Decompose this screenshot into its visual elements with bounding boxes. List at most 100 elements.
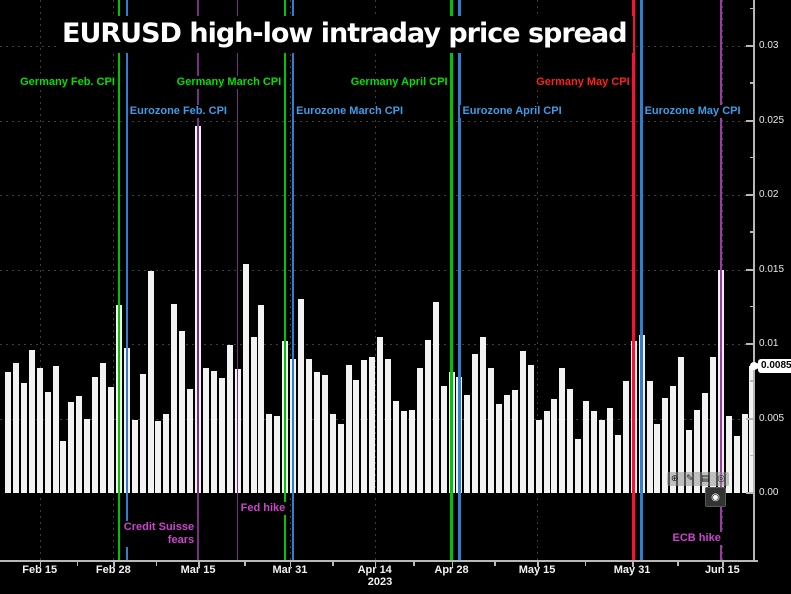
spread-bar (646, 381, 653, 493)
spread-bar (614, 434, 621, 493)
y-axis-minor-tick (750, 82, 754, 84)
x-axis-tick (289, 562, 292, 567)
y-axis-minor-tick (750, 7, 754, 10)
spread-bar (511, 390, 518, 493)
spread-bar (583, 400, 590, 493)
spread-bar (432, 302, 439, 493)
x-axis-line (0, 560, 758, 562)
event-label-germany-april-cpi: Germany April CPI (348, 76, 450, 89)
y-axis-tick (746, 417, 754, 420)
spread-bar (218, 378, 225, 493)
event-line-germany-april-cpi (450, 0, 453, 561)
spread-bar (408, 409, 415, 493)
spread-bar (345, 364, 352, 493)
x-axis-minor-tick (584, 562, 587, 566)
y-axis-tick (746, 45, 754, 47)
spread-bar (337, 424, 344, 493)
spread-bar (606, 408, 613, 493)
spread-bar (298, 299, 305, 493)
zoom-icon[interactable]: ◎ (717, 474, 726, 484)
x-axis-label: Jun 15 (704, 564, 740, 576)
gridline-h (0, 269, 753, 271)
spread-bar (559, 367, 566, 493)
spread-bar (250, 336, 257, 493)
x-axis-label: Mar 15 (180, 564, 216, 576)
spread-bar (519, 351, 526, 493)
y-axis-label: 0.025 (759, 114, 785, 126)
spread-bar (36, 367, 43, 493)
event-label-germany-march-cpi: Germany March CPI (174, 76, 284, 89)
spread-bar (163, 414, 170, 493)
spread-bar (591, 411, 598, 493)
spread-bar (92, 376, 99, 493)
spread-bar (139, 373, 146, 493)
spread-bar (496, 403, 503, 493)
x-axis-minor-tick (155, 562, 158, 566)
spread-bar (543, 411, 550, 493)
spread-bar (179, 330, 186, 493)
event-line-germany-may-cpi (632, 0, 636, 561)
spread-bar (741, 414, 748, 493)
spread-bar (678, 357, 685, 493)
spread-bar (266, 414, 273, 493)
spread-bar (313, 372, 320, 493)
spread-bar (369, 357, 376, 493)
spread-bar (686, 430, 693, 493)
spread-bar (424, 339, 431, 493)
y-axis-minor-tick (750, 454, 754, 457)
event-line-eurozone-march-cpi (291, 0, 295, 561)
y-axis-label: 0.02 (759, 189, 779, 200)
target-icon: ◉ (711, 491, 720, 503)
spread-bar (733, 436, 740, 493)
crosshair-icon[interactable]: ⊕ (670, 474, 679, 484)
event-line-eurozone-feb-cpi (125, 0, 129, 561)
annotation-marker-button[interactable]: ◉ (705, 487, 726, 507)
x-axis-minor-tick (76, 562, 78, 566)
spread-bar (171, 303, 178, 493)
spread-bar (503, 394, 510, 493)
y-axis-tick (746, 119, 754, 122)
y-axis-label: 0.005 (759, 412, 785, 424)
spread-bar (385, 358, 392, 493)
spread-bar (12, 363, 19, 493)
gridline-v (537, 0, 539, 561)
event-label-germany-may-cpi: Germany May CPI (534, 76, 632, 89)
x-axis-label: Mar 31 (272, 564, 308, 576)
x-axis-tick (374, 562, 377, 567)
note-icon[interactable]: ▤ (701, 474, 710, 484)
x-axis-minor-tick (494, 562, 496, 566)
chart-hover-toolbar[interactable]: ⊕ ✎ ▤ ◎ (667, 472, 729, 486)
x-axis-label: Apr 28 (434, 564, 469, 576)
spread-bar (464, 394, 471, 493)
spread-bar (329, 414, 336, 493)
spread-bar (68, 402, 75, 493)
spread-bar (480, 336, 487, 493)
event-line-eurozone-april-cpi (458, 0, 461, 561)
spread-bar (100, 363, 107, 493)
x-axis-minor-tick (413, 562, 415, 566)
pencil-icon[interactable]: ✎ (685, 474, 694, 484)
y-axis-label: 0.03 (759, 40, 779, 51)
y-axis-minor-tick (750, 380, 754, 382)
x-axis-tick (198, 562, 200, 567)
event-label-ecb-hike: ECB hike (670, 532, 723, 545)
spread-bar (701, 393, 708, 493)
y-axis-tick (746, 343, 754, 345)
y-axis-line (753, 0, 755, 561)
event-line-ecb-hike (720, 0, 722, 561)
spread-bar (28, 349, 35, 493)
spread-bar (654, 424, 661, 493)
spread-bar (226, 345, 233, 493)
spread-bar (670, 385, 677, 493)
event-label-fed-hike: Fed hike (238, 502, 288, 515)
spread-bar (377, 336, 384, 493)
spread-bar (44, 391, 51, 493)
gridline-h (0, 195, 753, 196)
x-axis-tick (722, 562, 724, 567)
spread-bar (488, 367, 495, 493)
x-axis-tick (537, 562, 539, 567)
event-label-eurozone-may-cpi: Eurozone May CPI (642, 105, 743, 118)
spread-bar (440, 385, 447, 493)
spread-bar (353, 379, 360, 493)
spread-bar (662, 397, 669, 493)
